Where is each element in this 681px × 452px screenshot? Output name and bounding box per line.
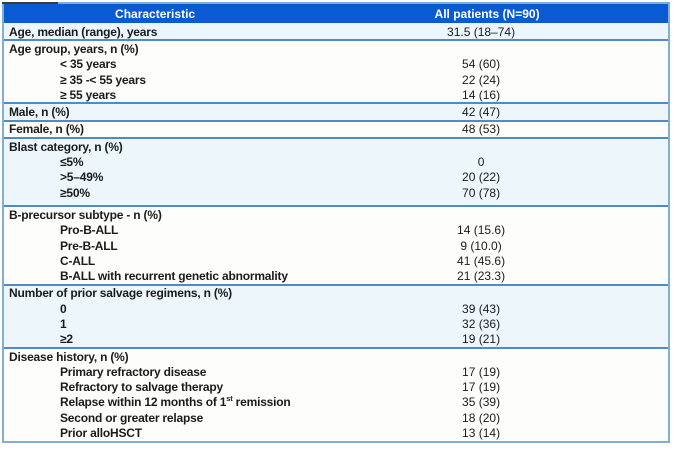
- row-label: B-ALL with recurrent genetic abnormality: [60, 269, 288, 284]
- row-label: Disease history, n (%): [9, 349, 129, 364]
- table-row: B-precursor subtype - n (%): [4, 207, 668, 222]
- row-value: 42 (47): [462, 105, 501, 120]
- row-label: Blast category, n (%): [9, 139, 123, 154]
- row-value: 54 (60): [462, 57, 501, 72]
- row-value: 32 (36): [462, 316, 501, 331]
- row-label: ≥ 35 -< 55 years: [60, 72, 146, 87]
- table-row: ≥50% 70 (78): [4, 185, 668, 200]
- row-label: >5–49%: [60, 170, 104, 185]
- row-value: 21 (23.3): [457, 269, 506, 284]
- column-header-all-patients: All patients (N=90): [434, 6, 540, 21]
- table-row: Primary refractory disease 17 (19): [4, 364, 668, 379]
- table-row: Pre-B-ALL 9 (10.0): [4, 238, 668, 253]
- row-label: < 35 years: [60, 57, 117, 72]
- row-label: Female, n (%): [9, 122, 84, 137]
- table-section: Number of prior salvage regimens, n (%) …: [4, 283, 668, 347]
- row-label: Second or greater relapse: [60, 410, 204, 425]
- row-label: Refractory to salvage therapy: [60, 380, 223, 395]
- row-label: Relapse within 12 months of 1st remissio…: [60, 395, 291, 410]
- row-label: 1: [60, 316, 67, 331]
- table-row: Age group, years, n (%): [4, 41, 668, 56]
- table-row: Prior alloHSCT 13 (14): [4, 425, 668, 440]
- patient-characteristics-table: Characteristic All patients (N=90) Age, …: [2, 2, 670, 443]
- table-row: ≤5% 0: [4, 154, 668, 169]
- table-section: Age, median (range), years 31.5 (18–74): [4, 24, 668, 40]
- table-row: 0 39 (43): [4, 301, 668, 316]
- row-label: Pro-B-ALL: [60, 223, 119, 238]
- table-section: Male, n (%) 42 (47): [4, 102, 668, 120]
- table-body: Age, median (range), years 31.5 (18–74) …: [4, 24, 668, 441]
- row-value: 70 (78): [462, 185, 501, 200]
- row-value: 35 (39): [462, 395, 501, 410]
- table-row: ≥2 19 (21): [4, 332, 668, 347]
- row-label: ≥ 55 years: [60, 87, 116, 102]
- row-label: ≤5%: [60, 155, 84, 170]
- table-row: 1 32 (36): [4, 316, 668, 331]
- row-value: 22 (24): [462, 72, 501, 87]
- table-row: ≥ 55 years 14 (16): [4, 87, 668, 102]
- table-row: < 35 years 54 (60): [4, 57, 668, 72]
- row-value: 9 (10.0): [460, 238, 502, 253]
- row-label: Male, n (%): [9, 105, 70, 120]
- table-section: Age group, years, n (%) < 35 years 54 (6…: [4, 39, 668, 103]
- row-label: 0: [60, 301, 67, 316]
- table-row: Refractory to salvage therapy 17 (19): [4, 380, 668, 395]
- row-value: 17 (19): [462, 364, 501, 379]
- row-value: 14 (16): [462, 87, 501, 102]
- row-label: Primary refractory disease: [60, 364, 207, 379]
- row-value: 18 (20): [462, 410, 501, 425]
- table-row: Age, median (range), years 31.5 (18–74): [4, 24, 668, 39]
- table-header-row: Characteristic All patients (N=90): [4, 4, 668, 24]
- row-value: 48 (53): [462, 122, 501, 137]
- table-section: Blast category, n (%) ≤5% 0 >5–49% 20 (2…: [4, 137, 668, 206]
- table-row: Female, n (%) 48 (53): [4, 122, 668, 137]
- column-header-characteristic: Characteristic: [115, 6, 196, 21]
- table-row: Pro-B-ALL 14 (15.6): [4, 223, 668, 238]
- row-label: ≥50%: [60, 185, 90, 200]
- row-value: 31.5 (18–74): [447, 24, 516, 39]
- table-section: B-precursor subtype - n (%) Pro-B-ALL 14…: [4, 205, 668, 284]
- row-value: 17 (19): [462, 380, 501, 395]
- table-row: Male, n (%) 42 (47): [4, 104, 668, 119]
- row-value: 0: [477, 155, 485, 170]
- row-value: 41 (45.6): [457, 253, 506, 268]
- table-row: B-ALL with recurrent genetic abnormality…: [4, 268, 668, 283]
- table-row: Number of prior salvage regimens, n (%): [4, 286, 668, 301]
- row-value: 19 (21): [462, 332, 501, 347]
- table-section: Disease history, n (%) Primary refractor…: [4, 346, 668, 441]
- row-label: C-ALL: [60, 253, 95, 268]
- row-value: 13 (14): [462, 426, 501, 441]
- table-row: Blast category, n (%): [4, 139, 668, 154]
- table-section: Female, n (%) 48 (53): [4, 119, 668, 138]
- table-row: Disease history, n (%): [4, 349, 668, 364]
- table-row: Relapse within 12 months of 1st remissio…: [4, 395, 668, 410]
- table-row: >5–49% 20 (22): [4, 170, 668, 185]
- row-value: 39 (43): [462, 301, 501, 316]
- row-label: B-precursor subtype - n (%): [9, 207, 162, 222]
- row-label: Number of prior salvage regimens, n (%): [9, 286, 232, 301]
- row-label: Age group, years, n (%): [9, 41, 139, 56]
- row-value: 20 (22): [462, 170, 501, 185]
- table-row: C-ALL 41 (45.6): [4, 253, 668, 268]
- row-label: Age, median (range), years: [9, 24, 158, 39]
- row-label: ≥2: [60, 332, 73, 347]
- table-row: Second or greater relapse 18 (20): [4, 410, 668, 425]
- row-label: Pre-B-ALL: [60, 238, 118, 253]
- row-label: Prior alloHSCT: [60, 426, 142, 441]
- table-row: ≥ 35 -< 55 years 22 (24): [4, 72, 668, 87]
- row-value: 14 (15.6): [457, 223, 506, 238]
